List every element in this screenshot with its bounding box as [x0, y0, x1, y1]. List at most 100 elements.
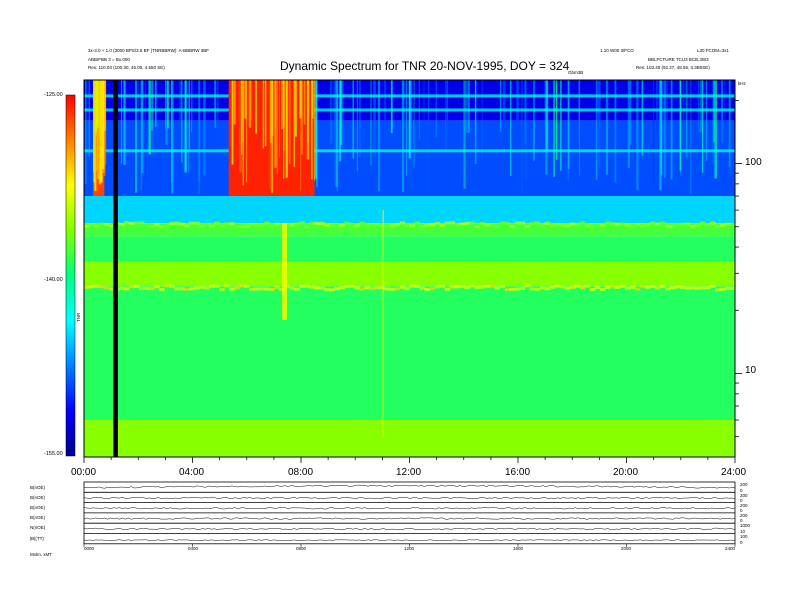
- spectral-streak: [179, 80, 182, 150]
- boundary-texture: [549, 285, 556, 289]
- spectral-streak: [373, 80, 376, 156]
- spectral-streak: [728, 80, 731, 174]
- boundary-texture: [549, 224, 556, 228]
- frequency-band-4: [84, 236, 735, 262]
- boundary-texture: [314, 221, 320, 225]
- boundary-texture: [374, 223, 380, 227]
- boundary-texture: [329, 223, 335, 227]
- spectral-streak: [500, 80, 502, 132]
- boundary-texture: [214, 284, 220, 288]
- spectral-streak: [502, 80, 506, 171]
- boundary-texture: [219, 224, 225, 228]
- parameter-trace-3: [83, 507, 736, 510]
- boundary-texture: [439, 284, 446, 288]
- boundary-texture: [474, 225, 481, 229]
- burst-texture: [93, 80, 95, 183]
- spectral-streak: [685, 80, 688, 158]
- boundary-texture: [714, 288, 721, 292]
- boundary-texture: [184, 224, 190, 228]
- boundary-texture: [339, 223, 345, 227]
- boundary-texture: [99, 285, 105, 289]
- colorbar-tick-bottom: -155.00: [44, 451, 63, 457]
- spectral-streak: [614, 80, 617, 183]
- boundary-texture: [314, 286, 320, 290]
- spectral-streak: [595, 80, 598, 180]
- boundary-texture: [154, 223, 160, 227]
- boundary-texture: [404, 287, 410, 291]
- boundary-texture: [384, 287, 390, 291]
- boundary-texture: [284, 285, 290, 289]
- spectral-streak: [598, 80, 601, 168]
- boundary-texture: [444, 221, 451, 225]
- spectral-streak: [553, 80, 555, 177]
- header-right-2: L30 FCOM=3x1: [697, 48, 729, 53]
- burst-texture: [242, 80, 244, 186]
- unit-label: kHz: [738, 81, 746, 86]
- spectral-streak: [413, 80, 415, 168]
- boundary-texture: [614, 222, 621, 226]
- boundary-texture: [704, 286, 711, 290]
- boundary-texture: [99, 222, 105, 226]
- boundary-texture: [259, 287, 265, 291]
- spectral-streak: [445, 80, 446, 152]
- spectral-streak: [690, 80, 692, 195]
- boundary-texture: [699, 221, 706, 225]
- boundary-texture: [499, 221, 506, 225]
- spectral-streak: [165, 80, 168, 145]
- boundary-texture: [319, 221, 325, 225]
- boundary-texture: [579, 221, 586, 225]
- header-right-4: Res: 103.40 (92.27, 48.55, 3.3B0SE): [636, 65, 710, 70]
- parameter-panels: [83, 481, 736, 547]
- spectral-streak: [423, 80, 425, 188]
- boundary-texture: [329, 288, 335, 292]
- boundary-texture: [644, 285, 651, 289]
- boundary-texture: [324, 223, 330, 227]
- boundary-texture: [234, 225, 240, 229]
- boundary-texture: [609, 222, 616, 226]
- boundary-texture: [124, 287, 130, 291]
- panel-right-tick-4: 0: [740, 498, 743, 503]
- frequency-band-5: [84, 261, 735, 287]
- boundary-texture: [349, 224, 355, 228]
- boundary-texture: [149, 225, 155, 229]
- x-axis: [83, 457, 736, 463]
- spectral-streak: [336, 80, 338, 191]
- spectral-streak: [699, 80, 703, 133]
- boundary-texture: [434, 285, 441, 289]
- boundary-texture: [484, 223, 491, 227]
- header-right-3: BBLFCTURE TCU3 BCB,3W3: [648, 57, 709, 62]
- boundary-texture: [624, 223, 631, 227]
- boundary-texture: [729, 223, 736, 227]
- boundary-texture: [409, 284, 416, 288]
- emission-line-2: [84, 149, 735, 153]
- boundary-texture: [304, 284, 310, 288]
- burst-texture: [281, 80, 284, 130]
- colorbar-label: TNR: [76, 312, 81, 322]
- spectral-streak: [140, 80, 142, 191]
- boundary-texture: [459, 285, 466, 289]
- boundary-texture: [214, 221, 220, 225]
- interference-spot: [282, 223, 288, 320]
- panel-right-tick-6: 0: [740, 508, 743, 513]
- spectral-streak: [627, 80, 630, 168]
- boundary-texture: [499, 284, 506, 288]
- burst-texture: [102, 80, 105, 169]
- spectral-streak: [660, 80, 663, 176]
- boundary-texture: [589, 288, 596, 292]
- boundary-texture: [404, 224, 410, 228]
- boundary-texture: [654, 286, 661, 290]
- boundary-texture: [369, 287, 375, 291]
- boundary-texture: [199, 285, 205, 289]
- panel-footer-tick-3: 1200: [404, 546, 415, 551]
- burst-texture: [300, 80, 303, 155]
- parameter-trace-1: [83, 484, 736, 489]
- burst-texture: [271, 80, 274, 136]
- boundary-texture: [94, 284, 100, 288]
- boundary-texture: [529, 287, 536, 291]
- spectral-streak: [683, 80, 685, 162]
- boundary-texture: [159, 288, 165, 292]
- parameter-trace-4: [83, 517, 736, 520]
- panel-right-tick-10: 10: [740, 529, 746, 534]
- boundary-texture: [369, 223, 375, 227]
- spectral-streak: [314, 80, 317, 179]
